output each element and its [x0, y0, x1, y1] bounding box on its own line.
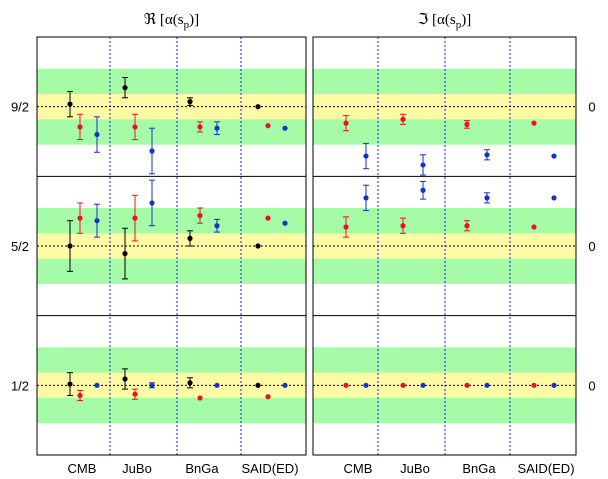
row-label-right: 0	[588, 100, 595, 115]
data-point	[94, 218, 100, 224]
data-point	[132, 391, 138, 397]
data-point	[551, 382, 557, 388]
data-point	[420, 162, 426, 168]
data-point	[400, 382, 406, 388]
data-point	[531, 224, 537, 230]
data-point	[255, 243, 261, 249]
group-tick-label: BnGa	[462, 461, 496, 476]
row-label-right: 0	[588, 378, 595, 393]
data-point	[187, 380, 193, 386]
panel-title: ℑ [α(sp)]	[418, 12, 471, 31]
data-point	[214, 125, 220, 131]
data-point	[67, 381, 73, 387]
panel-frame	[36, 36, 307, 456]
panel-real-part: CMB JuBo BnGa SAID(ED) ℜ [α(sp)]	[36, 12, 307, 476]
data-point	[214, 223, 220, 229]
data-point	[400, 116, 406, 122]
data-point	[94, 131, 100, 138]
row-label-right: 0	[588, 239, 595, 254]
panel-imaginary-part: CMB JuBo BnGa SAID(ED) ℑ [α(sp)]	[312, 12, 577, 476]
data-point	[363, 195, 369, 201]
data-point	[464, 382, 470, 388]
data-point	[187, 235, 193, 241]
row-label-left: 1/2	[11, 378, 29, 393]
data-point	[531, 120, 537, 126]
data-point	[187, 99, 193, 105]
data-point	[343, 120, 349, 126]
data-point	[149, 200, 155, 206]
data-point	[464, 121, 470, 127]
group-tick-label: BnGa	[185, 461, 219, 476]
data-point	[282, 220, 288, 226]
data-point	[551, 195, 557, 201]
data-point	[122, 376, 128, 382]
data-point	[149, 148, 155, 154]
data-point	[484, 152, 490, 158]
data-point	[122, 251, 128, 257]
data-point	[464, 223, 470, 229]
data-point	[255, 104, 261, 110]
data-point	[255, 382, 261, 388]
data-point	[77, 392, 83, 399]
group-tick-label: CMB	[344, 461, 373, 476]
data-point	[265, 394, 271, 400]
data-point	[197, 395, 203, 401]
group-tick-label: JuBo	[122, 461, 152, 476]
data-point	[265, 215, 271, 221]
panel-frame	[312, 36, 577, 456]
data-point	[484, 382, 490, 388]
data-point	[531, 382, 537, 388]
data-point	[214, 382, 220, 388]
data-point	[343, 382, 349, 388]
group-tick-label: CMB	[68, 461, 97, 476]
data-point	[363, 153, 369, 159]
row-label-left: 9/2	[11, 100, 29, 115]
data-point	[265, 123, 271, 129]
data-point	[149, 382, 155, 388]
data-point	[94, 382, 100, 388]
data-point	[122, 85, 128, 91]
group-tick-label: SAID(ED)	[517, 461, 574, 476]
axis-labels: 9/2 0 5/2 0 1/2 0	[11, 100, 596, 394]
data-point	[67, 101, 73, 107]
data-point	[363, 382, 369, 388]
data-point	[197, 124, 203, 130]
data-point	[132, 124, 138, 130]
data-point	[77, 124, 83, 130]
data-point	[282, 382, 288, 388]
row-label-left: 5/2	[11, 239, 29, 254]
group-tick-label: SAID(ED)	[241, 461, 298, 476]
data-point	[67, 243, 73, 249]
group-tick-label: JuBo	[400, 461, 430, 476]
data-point	[484, 195, 490, 201]
panel-title: ℜ [α(sp)]	[144, 12, 199, 31]
data-point	[420, 382, 426, 388]
data-point	[77, 215, 83, 221]
data-point	[551, 153, 557, 159]
data-point	[282, 125, 288, 131]
data-point	[420, 187, 426, 193]
data-point	[343, 224, 349, 230]
data-point	[132, 215, 138, 221]
data-point	[400, 223, 406, 229]
data-point	[197, 213, 203, 219]
